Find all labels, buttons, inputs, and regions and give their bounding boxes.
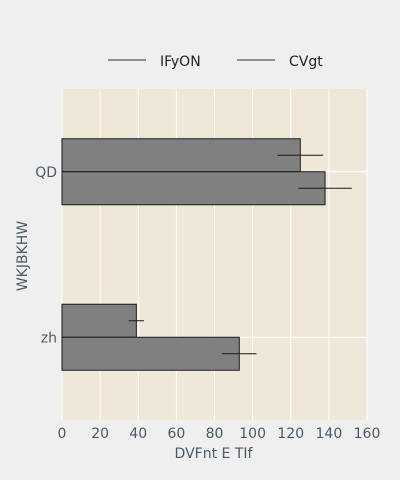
x-tick-label: 140	[316, 426, 343, 442]
bars	[61, 138, 326, 371]
bar	[61, 171, 326, 206]
y-axis-title: WKJBKHW	[15, 221, 31, 291]
y-tick-label: QD	[35, 165, 57, 181]
x-tick-label: 160	[354, 426, 381, 442]
bar	[61, 336, 240, 371]
y-tick-label: zh	[41, 330, 57, 346]
x-tick-label: 40	[129, 426, 147, 442]
x-tick-label: 0	[58, 426, 67, 442]
x-tick-label: 100	[239, 426, 266, 442]
x-tick-label: 120	[277, 426, 304, 442]
x-tick-label: 80	[206, 426, 224, 442]
x-axis-title: DVFnt E TIf	[175, 446, 254, 462]
x-tick-label: 20	[91, 426, 109, 442]
x-tick-label: 60	[167, 426, 185, 442]
bar	[61, 303, 137, 338]
bar	[61, 138, 301, 173]
legend: IFyON CVgt	[108, 54, 323, 70]
x-axis-ticks: 0 20 40 60 80 100 120 140 160	[58, 426, 381, 442]
y-axis-ticks: QD zh	[35, 165, 57, 347]
error-bars	[128, 154, 352, 355]
legend-label: IFyON	[160, 54, 201, 70]
legend-label: CVgt	[289, 54, 323, 70]
